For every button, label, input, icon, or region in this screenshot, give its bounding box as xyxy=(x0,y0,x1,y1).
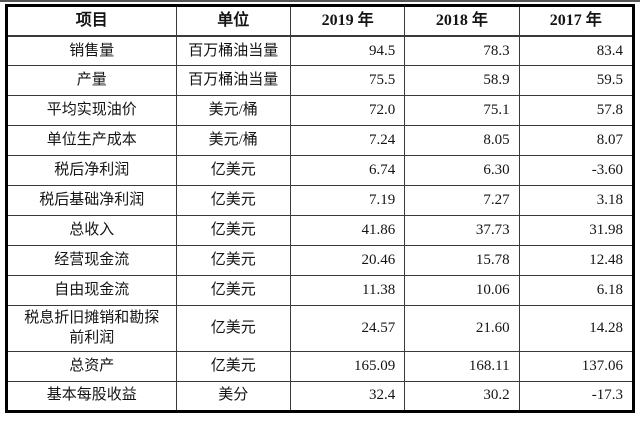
value-2017-cell: 12.48 xyxy=(518,245,635,276)
value-2017-cell: 31.98 xyxy=(518,215,635,246)
value-2019-cell: 6.74 xyxy=(289,155,406,186)
table-row: 税后基础净利润 亿美元 7.19 7.27 3.18 xyxy=(6,185,635,216)
value-2018-cell: 168.11 xyxy=(404,350,520,382)
value-2017-cell: 6.18 xyxy=(518,275,635,306)
value-2019-cell: 7.24 xyxy=(289,125,406,156)
unit-cell: 百万桶油当量 xyxy=(175,65,291,96)
value-2017-cell: 14.28 xyxy=(518,305,635,352)
item-cell: 平均实现油价 xyxy=(6,95,177,126)
unit-cell: 美元/桶 xyxy=(175,95,291,126)
value-2019-cell: 94.5 xyxy=(289,35,406,66)
table-row: 总资产 亿美元 165.09 168.11 137.06 xyxy=(6,350,635,382)
unit-cell: 美分 xyxy=(175,380,291,412)
value-2019-cell: 165.09 xyxy=(289,350,406,382)
column-header: 2018 年 xyxy=(404,5,520,37)
value-2017-cell: 59.5 xyxy=(518,65,635,96)
value-2018-cell: 21.60 xyxy=(404,305,520,352)
value-2017-cell: 57.8 xyxy=(518,95,635,126)
table-row: 销售量 百万桶油当量 94.5 78.3 83.4 xyxy=(6,35,635,66)
item-cell: 单位生产成本 xyxy=(6,125,177,156)
item-cell: 经营现金流 xyxy=(6,245,177,276)
table-row: 税后净利润 亿美元 6.74 6.30 -3.60 xyxy=(6,155,635,186)
value-2019-cell: 32.4 xyxy=(289,380,406,412)
value-2019-cell: 75.5 xyxy=(289,65,406,96)
unit-cell: 亿美元 xyxy=(175,155,291,186)
table-row: 产量 百万桶油当量 75.5 58.9 59.5 xyxy=(6,65,635,96)
value-2018-cell: 58.9 xyxy=(404,65,520,96)
value-2018-cell: 75.1 xyxy=(404,95,520,126)
value-2019-cell: 7.19 xyxy=(289,185,406,216)
header-row: 项目 单位 2019 年 2018 年 2017 年 xyxy=(6,5,635,37)
unit-cell: 亿美元 xyxy=(175,245,291,276)
unit-cell: 亿美元 xyxy=(175,305,291,352)
unit-cell: 百万桶油当量 xyxy=(175,35,291,66)
item-cell: 税息折旧摊销和勘探 前利润 xyxy=(6,305,177,352)
item-cell: 基本每股收益 xyxy=(6,380,177,412)
value-2019-cell: 11.38 xyxy=(289,275,406,306)
value-2018-cell: 30.2 xyxy=(404,380,520,412)
table-row: 基本每股收益 美分 32.4 30.2 -17.3 xyxy=(6,380,635,412)
value-2017-cell: 3.18 xyxy=(518,185,635,216)
item-cell: 产量 xyxy=(6,65,177,96)
unit-cell: 亿美元 xyxy=(175,275,291,306)
column-header: 单位 xyxy=(175,5,291,37)
value-2018-cell: 8.05 xyxy=(404,125,520,156)
value-2019-cell: 72.0 xyxy=(289,95,406,126)
value-2019-cell: 20.46 xyxy=(289,245,406,276)
column-header: 2017 年 xyxy=(518,5,635,37)
item-cell: 税后净利润 xyxy=(6,155,177,186)
value-2018-cell: 7.27 xyxy=(404,185,520,216)
item-cell: 销售量 xyxy=(6,35,177,66)
unit-cell: 亿美元 xyxy=(175,350,291,382)
table-row: 自由现金流 亿美元 11.38 10.06 6.18 xyxy=(6,275,635,306)
table-row: 平均实现油价 美元/桶 72.0 75.1 57.8 xyxy=(6,95,635,126)
value-2019-cell: 41.86 xyxy=(289,215,406,246)
value-2018-cell: 10.06 xyxy=(404,275,520,306)
value-2017-cell: 8.07 xyxy=(518,125,635,156)
value-2017-cell: -17.3 xyxy=(518,380,635,412)
item-cell: 总收入 xyxy=(6,215,177,246)
value-2019-cell: 24.57 xyxy=(289,305,406,352)
page-top-edge xyxy=(0,0,640,2)
item-cell: 总资产 xyxy=(6,350,177,382)
value-2018-cell: 15.78 xyxy=(404,245,520,276)
table-row: 经营现金流 亿美元 20.46 15.78 12.48 xyxy=(6,245,635,276)
unit-cell: 亿美元 xyxy=(175,215,291,246)
item-cell: 税后基础净利润 xyxy=(6,185,177,216)
value-2018-cell: 37.73 xyxy=(404,215,520,246)
financial-table: 项目 单位 2019 年 2018 年 2017 年 销售量 百万桶油当量 94.5 78.3… xyxy=(5,4,635,413)
table-row: 总收入 亿美元 41.86 37.73 31.98 xyxy=(6,215,635,246)
value-2017-cell: 137.06 xyxy=(518,350,635,382)
table-row: 税息折旧摊销和勘探 前利润 亿美元 24.57 21.60 14.28 xyxy=(6,305,635,352)
column-header: 2019 年 xyxy=(289,5,406,37)
value-2017-cell: 83.4 xyxy=(518,35,635,66)
table-body: 销售量 百万桶油当量 94.5 78.3 83.4 产量 百万桶油当量 75.5 58.9 59.… xyxy=(6,35,635,412)
unit-cell: 美元/桶 xyxy=(175,125,291,156)
table-row: 单位生产成本 美元/桶 7.24 8.05 8.07 xyxy=(6,125,635,156)
unit-cell: 亿美元 xyxy=(175,185,291,216)
value-2017-cell: -3.60 xyxy=(518,155,635,186)
value-2018-cell: 78.3 xyxy=(404,35,520,66)
value-2018-cell: 6.30 xyxy=(404,155,520,186)
column-header: 项目 xyxy=(6,5,177,37)
item-cell: 自由现金流 xyxy=(6,275,177,306)
